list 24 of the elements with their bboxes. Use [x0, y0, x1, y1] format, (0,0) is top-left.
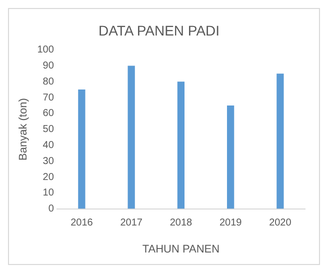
y-tick-label: 30 [42, 156, 54, 167]
bar [78, 90, 86, 209]
bar [276, 74, 284, 209]
y-tick-label: 50 [42, 124, 54, 136]
y-tick-label: 100 [37, 44, 54, 56]
x-tick-label: 2019 [219, 218, 242, 229]
y-tick-label: 90 [42, 60, 54, 72]
y-tick-label: 20 [42, 172, 54, 183]
y-axis-title: Banyak (ton) [18, 98, 30, 160]
y-tick-label: 70 [42, 92, 54, 104]
bar [177, 82, 185, 209]
x-tick-label: 2018 [170, 218, 192, 229]
bar [128, 66, 135, 209]
y-tick-label: 10 [42, 188, 54, 199]
x-tick-label: 2020 [269, 218, 292, 229]
x-tick-label: 2016 [70, 218, 94, 229]
bar [226, 105, 234, 209]
y-tick-label: 40 [42, 140, 54, 151]
y-tick-label: 80 [42, 76, 54, 88]
y-tick-label: 60 [42, 108, 54, 120]
chart-title: DATA PANEN PADI [98, 22, 220, 38]
y-tick-label: 0 [48, 204, 54, 215]
x-axis-title: TAHUN PANEN [142, 243, 220, 256]
x-tick-label: 2017 [120, 218, 143, 229]
